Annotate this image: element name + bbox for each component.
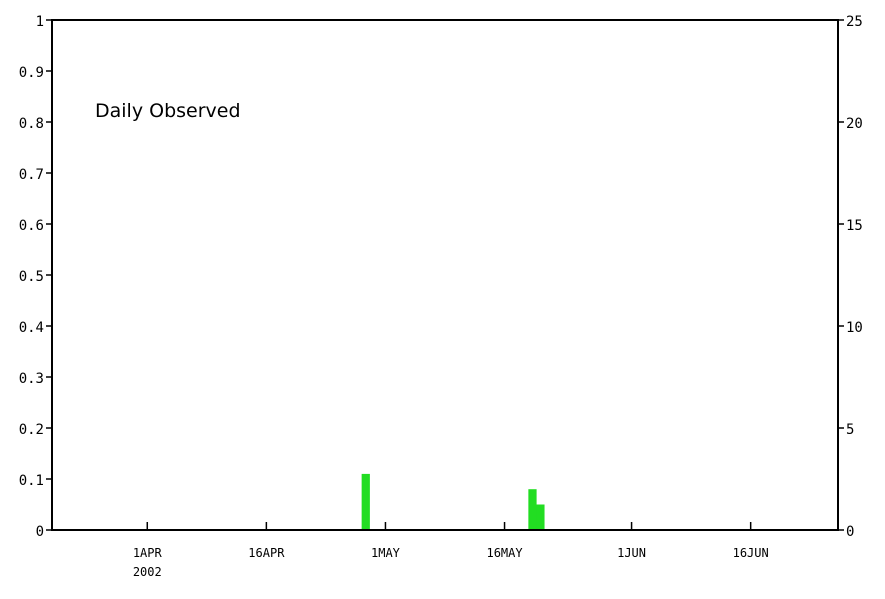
- bars-layer: [361, 473, 545, 530]
- right-tick-label-0: 0: [846, 524, 854, 540]
- x-tick-label-1JUN: 1JUN: [617, 546, 646, 560]
- bar-2002-05-20: [536, 504, 545, 530]
- left-tick-label-0.6: 0.6: [19, 218, 44, 234]
- right-tick-label-20: 20: [846, 116, 863, 132]
- x-tick-label-1MAY: 1MAY: [371, 546, 401, 560]
- left-tick-label-0.8: 0.8: [19, 116, 44, 132]
- plot-frame: [51, 19, 839, 531]
- right-tick-label-5: 5: [846, 422, 854, 438]
- right-tick-label-25: 25: [846, 14, 863, 30]
- bar-2002-05-19: [528, 489, 537, 530]
- right-tick-label-10: 10: [846, 320, 863, 336]
- left-tick-label-0.3: 0.3: [19, 371, 44, 387]
- left-tick-label-0.4: 0.4: [19, 320, 44, 336]
- left-tick-label-0.9: 0.9: [19, 65, 44, 81]
- x-tick-label-16JUN: 16JUN: [733, 546, 769, 560]
- left-tick-label-0: 0: [36, 524, 44, 540]
- chart-title: Daily Observed: [95, 100, 241, 122]
- x-tick-label-1APR: 1APR: [133, 546, 163, 560]
- right-y-axis: 0 5 10 15 20 25: [838, 14, 863, 540]
- left-tick-label-0.1: 0.1: [19, 473, 44, 489]
- left-tick-label-0.5: 0.5: [19, 269, 44, 285]
- bar-2002-04-28: [361, 473, 370, 530]
- left-tick-label-1: 1: [36, 14, 44, 30]
- left-tick-label-0.2: 0.2: [19, 422, 44, 438]
- x-tick-label-16MAY: 16MAY: [486, 546, 523, 560]
- right-tick-label-15: 15: [846, 218, 863, 234]
- left-y-axis: 0 0.1 0.2 0.3 0.4 0.5 0.6 0.7 0.8 0.9 1: [19, 14, 52, 540]
- x-tick-sublabel-1APR: 2002: [133, 565, 162, 579]
- x-tick-label-16APR: 16APR: [248, 546, 285, 560]
- left-tick-label-0.7: 0.7: [19, 167, 44, 183]
- x-axis: 1APR 2002 16APR 1MAY 16MAY 1JUN 16JUN: [133, 522, 769, 579]
